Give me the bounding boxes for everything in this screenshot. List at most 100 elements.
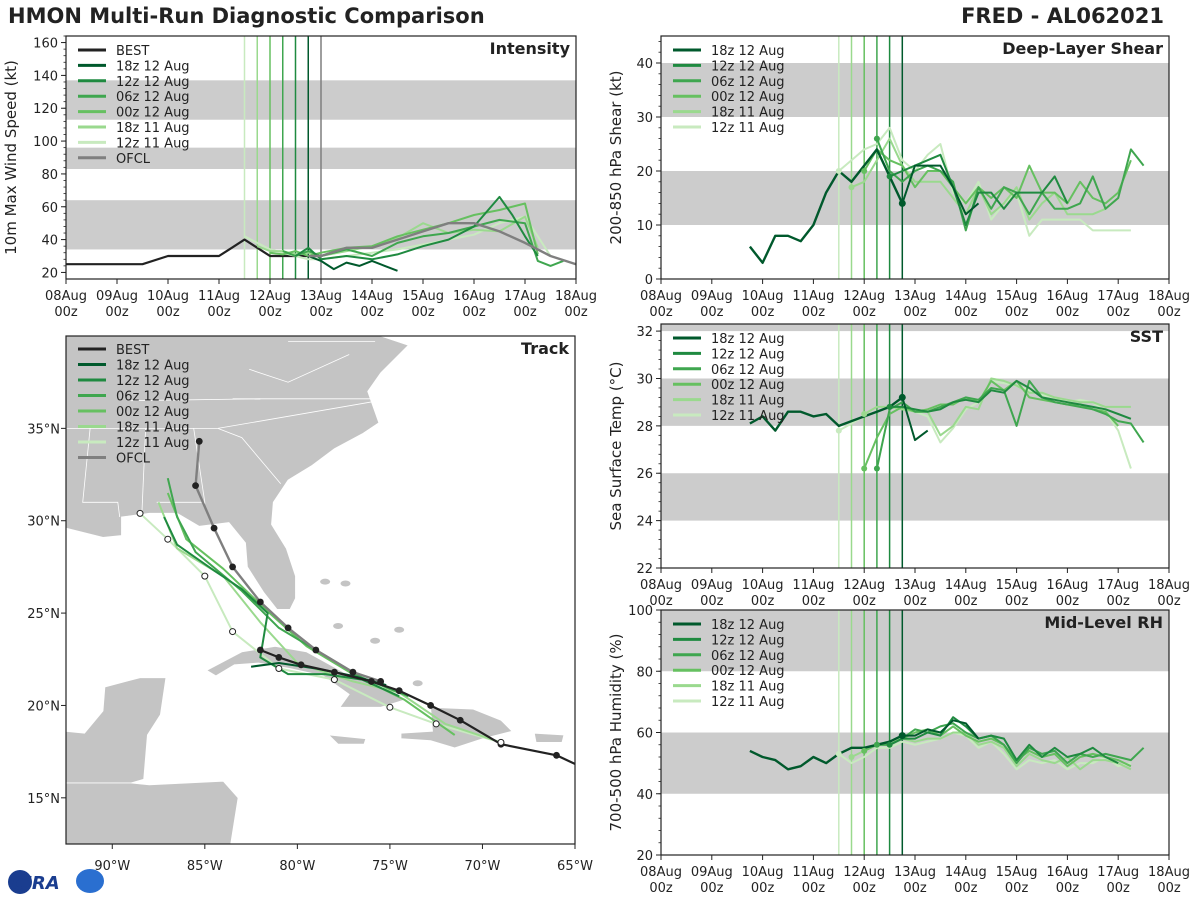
ofcl-track-point bbox=[229, 563, 236, 571]
x-tick-label-day: 14Aug bbox=[945, 865, 987, 880]
legend-label: 06z 12 Aug bbox=[711, 363, 785, 378]
state-border bbox=[249, 354, 350, 383]
ofcl-track-point bbox=[377, 678, 385, 685]
init-marker bbox=[886, 403, 893, 410]
lon-tick-label: 80°W bbox=[279, 859, 315, 874]
panel-title: Deep-Layer Shear bbox=[1002, 39, 1163, 58]
x-tick-label-hour: 00z bbox=[564, 305, 588, 320]
ofcl-track-point bbox=[256, 598, 264, 606]
lon-tick-label: 65°W bbox=[557, 859, 593, 874]
x-tick-label-hour: 00z bbox=[700, 305, 724, 320]
x-tick-label-hour: 00z bbox=[1157, 594, 1181, 609]
model-track-point bbox=[432, 720, 440, 728]
x-tick-label-day: 08Aug bbox=[640, 289, 682, 304]
x-tick-label-day: 16Aug bbox=[453, 289, 495, 304]
x-tick-label-day: 14Aug bbox=[945, 578, 987, 593]
x-tick-label-hour: 00z bbox=[903, 881, 927, 896]
legend-label: 00z 12 Aug bbox=[116, 405, 190, 420]
x-tick-label-hour: 00z bbox=[903, 305, 927, 320]
y-tick-label: 40 bbox=[41, 234, 58, 249]
y-tick-label: 30 bbox=[636, 372, 653, 387]
legend-label: 12z 11 Aug bbox=[711, 695, 785, 710]
legend-label: 06z 12 Aug bbox=[711, 649, 785, 664]
y-tick-label: 140 bbox=[33, 69, 58, 84]
model-track-point bbox=[497, 738, 505, 746]
shear-panel: 01020304008Aug00z09Aug00z10Aug00z11Aug00… bbox=[607, 35, 1190, 320]
shaded-band bbox=[661, 63, 1169, 117]
x-tick-label-day: 13Aug bbox=[894, 289, 936, 304]
y-axis-label: Sea Surface Temp (°C) bbox=[607, 361, 625, 530]
x-tick-label-hour: 00z bbox=[649, 881, 673, 896]
y-tick-label: 24 bbox=[636, 515, 653, 530]
x-tick-label-day: 11Aug bbox=[792, 578, 834, 593]
x-tick-label-hour: 00z bbox=[802, 305, 826, 320]
series-line-12z-12-aug bbox=[294, 195, 539, 261]
legend-label: BEST bbox=[116, 343, 149, 358]
x-tick-label-day: 12Aug bbox=[249, 289, 291, 304]
legend-label: 12z 12 Aug bbox=[711, 59, 785, 74]
init-marker bbox=[835, 750, 842, 757]
y-tick-label: 20 bbox=[636, 849, 653, 864]
plot-area bbox=[661, 324, 1169, 568]
x-tick-label-hour: 00z bbox=[54, 305, 78, 320]
y-tick-label: 100 bbox=[33, 135, 58, 150]
init-marker bbox=[886, 741, 893, 748]
track-line-00z-12-aug bbox=[166, 492, 456, 736]
init-marker bbox=[861, 168, 868, 174]
x-tick-label-hour: 00z bbox=[1107, 305, 1131, 320]
best-track-point bbox=[456, 716, 464, 724]
land-cuba bbox=[205, 645, 406, 708]
plot-area bbox=[661, 610, 1169, 855]
x-tick-label-day: 13Aug bbox=[894, 578, 936, 593]
x-tick-label-day: 14Aug bbox=[945, 289, 987, 304]
panel-title: Intensity bbox=[490, 39, 571, 58]
model-track-point bbox=[136, 509, 144, 517]
y-tick-label: 80 bbox=[41, 168, 58, 183]
x-tick-label-hour: 00z bbox=[1157, 305, 1181, 320]
legend-label: 06z 12 Aug bbox=[711, 75, 785, 90]
x-tick-label-day: 18Aug bbox=[1148, 578, 1190, 593]
shaded-band bbox=[661, 324, 1169, 332]
logo-text: CIRA bbox=[12, 873, 60, 894]
y-tick-label: 80 bbox=[636, 665, 653, 680]
init-marker bbox=[861, 465, 868, 472]
series-line-06z-12-aug bbox=[875, 138, 1145, 232]
legend-label: OFCL bbox=[116, 452, 151, 467]
legend-label: 18z 11 Aug bbox=[711, 680, 785, 695]
globe-icon bbox=[8, 870, 32, 894]
y-tick-label: 20 bbox=[636, 165, 653, 180]
x-tick-label-day: 10Aug bbox=[742, 289, 784, 304]
x-tick-label-day: 10Aug bbox=[742, 865, 784, 880]
series-line-ofcl bbox=[308, 221, 576, 266]
best-track-point bbox=[330, 668, 338, 676]
ofcl-track-point bbox=[210, 524, 218, 532]
lat-tick-label: 15°N bbox=[27, 792, 60, 807]
x-tick-label-day: 13Aug bbox=[300, 289, 342, 304]
legend-label: 18z 12 Aug bbox=[116, 59, 190, 74]
model-track-point bbox=[330, 676, 338, 684]
x-tick-label-hour: 00z bbox=[1005, 881, 1029, 896]
legend-label: OFCL bbox=[116, 152, 151, 167]
x-tick-label-day: 08Aug bbox=[640, 865, 682, 880]
legend-label: 18z 11 Aug bbox=[116, 421, 190, 436]
y-tick-label: 22 bbox=[636, 562, 653, 577]
rh-panel: 2040608010008Aug00z09Aug00z10Aug00z11Aug… bbox=[607, 604, 1190, 896]
panel-title: Track bbox=[521, 339, 569, 358]
x-tick-label-hour: 00z bbox=[954, 881, 978, 896]
x-tick-label-hour: 00z bbox=[853, 305, 877, 320]
state-border bbox=[141, 428, 146, 514]
x-tick-label-hour: 00z bbox=[853, 594, 877, 609]
x-tick-label-day: 09Aug bbox=[691, 865, 733, 880]
lat-tick-label: 30°N bbox=[27, 515, 60, 530]
model-track-point bbox=[229, 628, 237, 636]
init-marker bbox=[873, 135, 880, 142]
legend-label: 00z 12 Aug bbox=[711, 90, 785, 105]
legend-label: 12z 11 Aug bbox=[711, 409, 785, 424]
y-axis-label: 200-850 hPa Shear (kt) bbox=[607, 71, 625, 245]
legend-label: 12z 12 Aug bbox=[711, 347, 785, 362]
best-track-point bbox=[553, 751, 560, 759]
legend-label: 18z 12 Aug bbox=[711, 618, 785, 633]
x-tick-label-hour: 00z bbox=[1107, 594, 1131, 609]
x-tick-label-day: 08Aug bbox=[640, 578, 682, 593]
x-tick-label-hour: 00z bbox=[258, 305, 282, 320]
